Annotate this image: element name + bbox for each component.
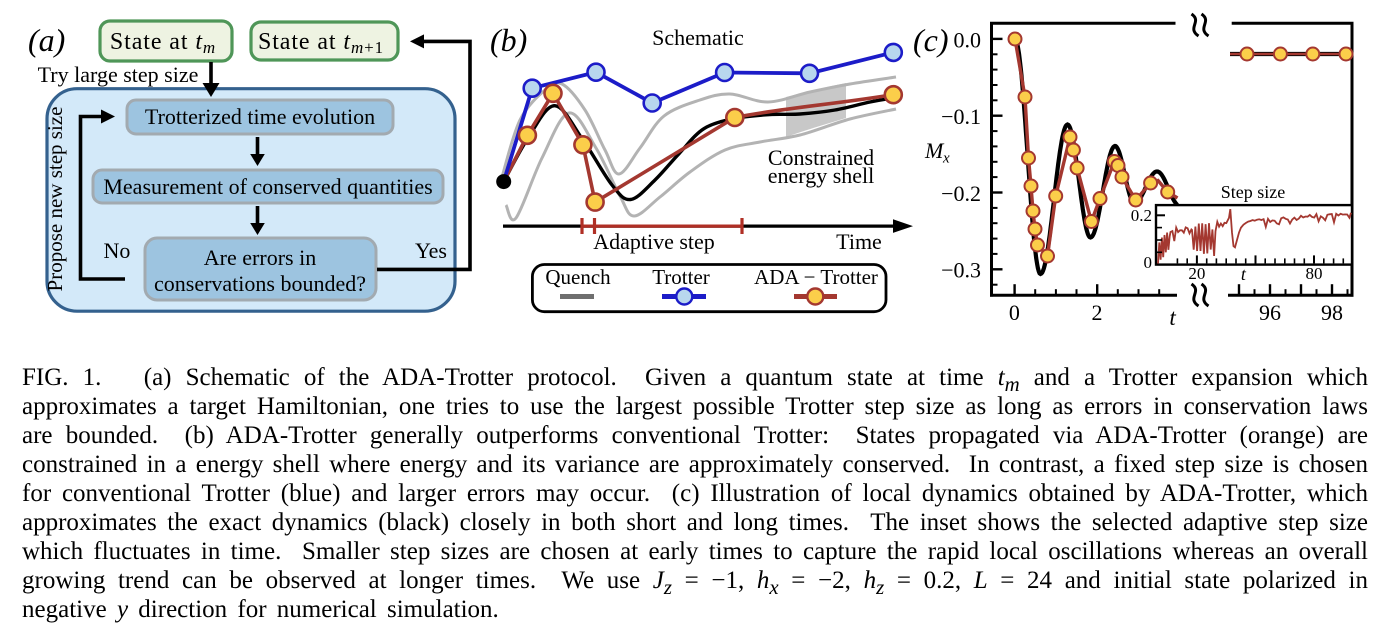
svg-text:(a): (a)	[28, 22, 65, 58]
svg-text:Measurement of conserved quant: Measurement of conserved quantities	[103, 174, 432, 199]
svg-text:Schematic: Schematic	[652, 25, 744, 50]
svg-text:−0.2: −0.2	[941, 181, 981, 206]
svg-text:M: M	[924, 138, 945, 163]
svg-text:Trotter: Trotter	[652, 265, 710, 289]
svg-text:80: 80	[1306, 264, 1323, 283]
svg-text:x: x	[942, 151, 950, 167]
svg-text:−0.3: −0.3	[941, 258, 981, 283]
svg-text:(b): (b)	[490, 22, 527, 58]
svg-text:Propose new step size: Propose new step size	[43, 107, 67, 292]
svg-text:Constrained: Constrained	[768, 145, 874, 170]
svg-text:0.2: 0.2	[1131, 206, 1152, 225]
svg-text:Are errors in: Are errors in	[204, 245, 316, 270]
svg-text:Yes: Yes	[415, 238, 447, 263]
svg-text:t: t	[1169, 305, 1176, 330]
svg-text:energy shell: energy shell	[768, 163, 875, 188]
svg-text:(c): (c)	[913, 22, 949, 58]
svg-text:0: 0	[1144, 253, 1153, 272]
svg-text:Quench: Quench	[545, 265, 611, 289]
svg-text:0.0: 0.0	[954, 27, 982, 52]
svg-text:Step size: Step size	[1221, 182, 1286, 202]
svg-text:Try large step size: Try large step size	[38, 62, 199, 87]
svg-text:Adaptive step: Adaptive step	[593, 229, 715, 254]
svg-text:Trotterized time evolution: Trotterized time evolution	[145, 104, 375, 129]
svg-text:State at tm+1: State at tm+1	[258, 29, 384, 57]
svg-text:conservations bounded?: conservations bounded?	[154, 271, 366, 296]
svg-text:20: 20	[1188, 264, 1205, 283]
svg-text:State at tm: State at tm	[110, 29, 216, 57]
svg-text:0: 0	[1009, 300, 1020, 325]
svg-text:No: No	[104, 238, 131, 263]
svg-text:98: 98	[1321, 300, 1343, 325]
svg-text:t: t	[1241, 264, 1247, 284]
svg-text:2: 2	[1092, 300, 1103, 325]
svg-text:−0.1: −0.1	[941, 104, 981, 129]
svg-text:ADA − Trotter: ADA − Trotter	[754, 265, 878, 289]
svg-text:96: 96	[1259, 300, 1281, 325]
svg-text:Time: Time	[836, 229, 882, 254]
